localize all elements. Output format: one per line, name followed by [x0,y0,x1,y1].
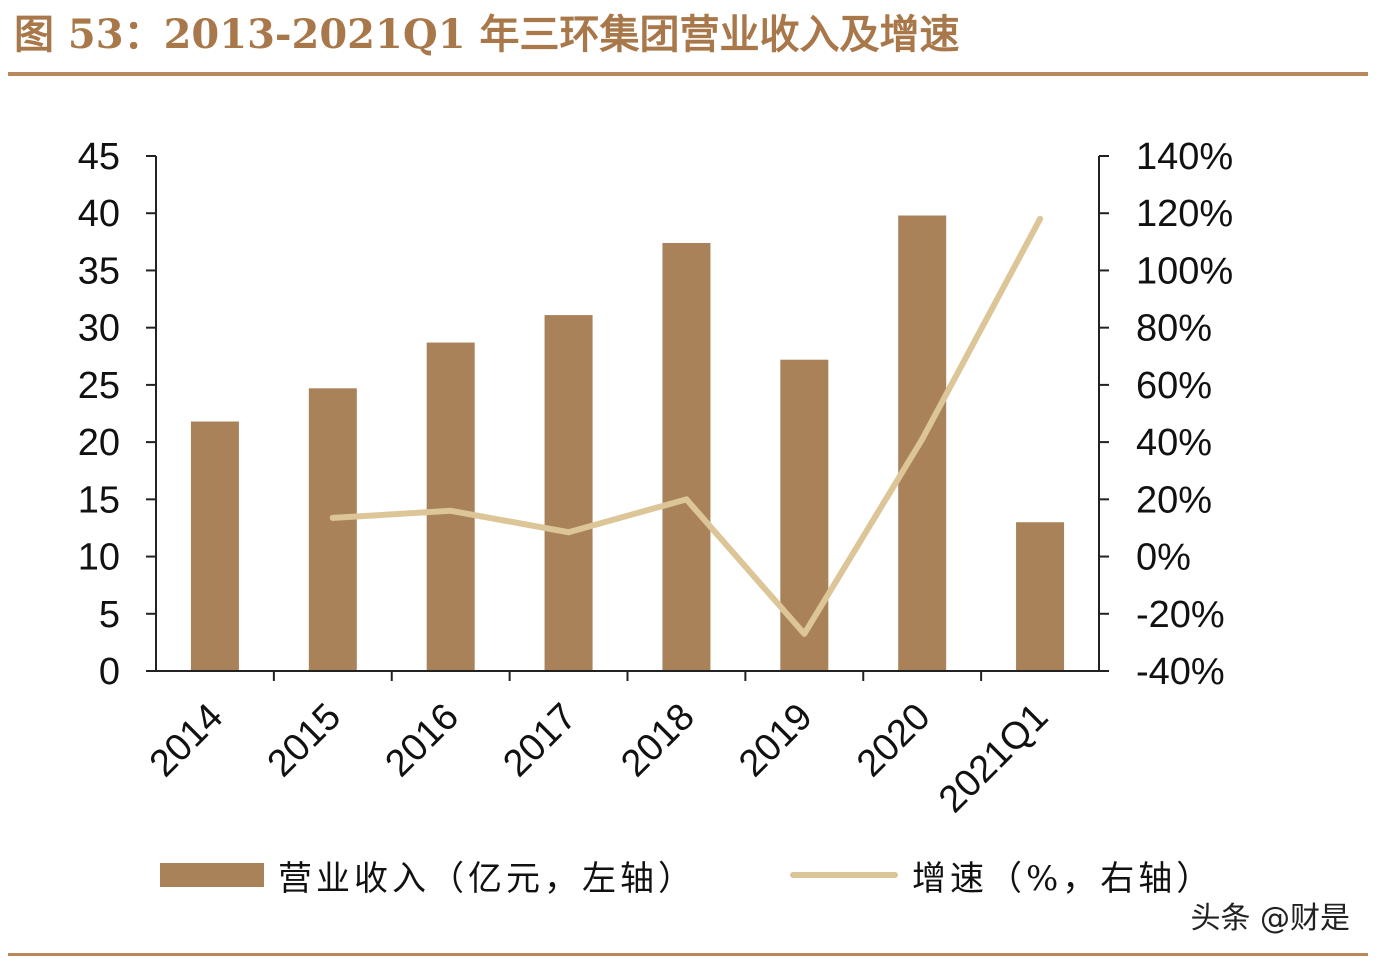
x-tick-label: 2020 [849,696,938,785]
left-tick-label: 15 [78,479,120,521]
growth-point [919,436,926,443]
growth-point [329,514,336,521]
left-tick-label: 45 [78,136,120,178]
left-tick-label: 40 [78,193,120,235]
legend-growth-label: 增速（%，右轴） [912,858,1215,899]
revenue-bar [190,421,239,671]
growth-point [447,507,454,514]
x-tick-label: 2017 [495,696,584,785]
left-tick-label: 25 [78,365,120,407]
growth-point [1037,215,1044,222]
x-tick-label: 2021Q1 [931,696,1056,821]
right-tick-label: 80% [1136,308,1212,350]
right-tick-label: 40% [1136,422,1212,464]
x-tick-label: 2019 [731,696,820,785]
revenue-bar [1016,522,1065,671]
right-tick-label: 140% [1136,136,1233,178]
growth-point [565,529,572,536]
right-tick-label: -20% [1136,594,1225,636]
x-tick-label: 2014 [142,696,231,785]
axes [155,156,1100,672]
right-tick-label: 0% [1136,537,1191,579]
watermark: 头条 @财是 [1190,901,1350,936]
left-tick-label: 0 [99,651,120,693]
figure-title: 图 53：2013-2021Q1 年三环集团营业收入及增速 [14,11,960,58]
left-tick-label: 20 [78,422,120,464]
legend-line-swatch [790,872,898,878]
x-tick-label: 2015 [260,696,349,785]
left-tick-label: 5 [99,594,120,636]
legend-revenue: 营业收入（亿元，左轴） [160,850,696,900]
legend-growth: 增速（%，右轴） [790,850,1214,900]
revenue-bar [308,388,357,671]
growth-point [801,630,808,637]
left-axis-ticks: 0 5 10 15 20 25 30 35 40 45 [78,136,156,693]
legend-bar-swatch [160,863,264,887]
left-tick-label: 10 [78,537,120,579]
growth-point [683,496,690,503]
revenue-bar [544,315,593,671]
right-tick-label: 100% [1136,250,1233,292]
x-tick-label: 2018 [613,696,702,785]
left-tick-label: 30 [78,308,120,350]
legend-revenue-label: 营业收入（亿元，左轴） [278,858,696,899]
right-tick-label: -40% [1136,651,1225,693]
x-tick-label: 2016 [378,696,467,785]
right-axis-ticks: -40% -20% 0% 20% 40% 60% 80% 100% 120% 140% [1099,136,1233,693]
revenue-bar [662,242,711,671]
title-rule [8,72,1368,76]
line-series [329,215,1044,637]
revenue-bar [426,342,475,671]
bar-series [190,215,1065,671]
right-tick-label: 20% [1136,479,1212,521]
right-tick-label: 60% [1136,365,1212,407]
right-tick-label: 120% [1136,193,1233,235]
bottom-rule [8,953,1368,956]
revenue-bar [780,359,829,671]
left-tick-label: 35 [78,250,120,292]
